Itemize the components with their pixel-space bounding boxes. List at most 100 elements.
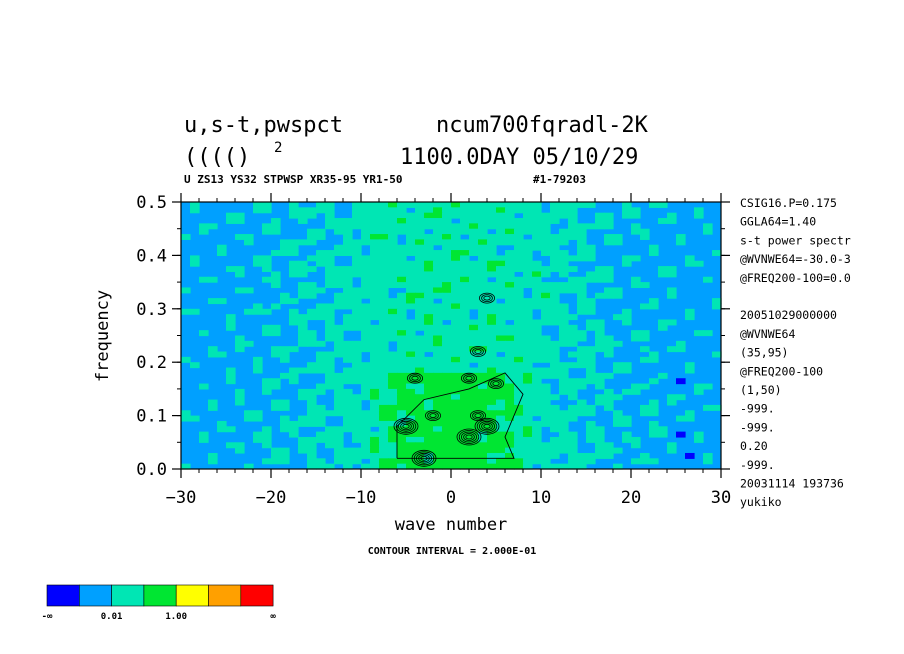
field-cell — [667, 266, 677, 273]
field-cell — [451, 223, 461, 230]
field-cell — [361, 308, 371, 315]
y-tick-label: 0.1 — [136, 407, 167, 427]
field-cell — [352, 351, 362, 358]
field-cell — [433, 292, 443, 299]
field-cell — [370, 458, 380, 465]
field-cell — [478, 282, 488, 289]
field-cell — [505, 388, 515, 395]
field-cell — [667, 287, 677, 294]
field-cell — [496, 276, 506, 283]
field-cell — [352, 260, 362, 267]
field-cell — [379, 372, 389, 379]
field-cell — [469, 378, 479, 385]
field-cell — [496, 324, 506, 331]
field-cell — [532, 260, 542, 267]
field-cell — [244, 239, 254, 246]
field-cell — [370, 287, 380, 294]
field-cell — [379, 308, 389, 315]
field-cell — [370, 340, 380, 347]
field-cell — [298, 324, 308, 331]
field-cell — [334, 298, 344, 305]
field-cell — [415, 383, 425, 390]
field-cell — [208, 399, 218, 406]
field-cell — [316, 250, 326, 256]
field-cell — [316, 255, 326, 262]
field-cell — [226, 442, 236, 449]
field-cell — [514, 399, 524, 406]
field-cell — [406, 447, 416, 454]
field-cell — [613, 410, 623, 417]
field-cell — [469, 442, 479, 449]
field-cell — [316, 287, 326, 294]
contour-envelope — [396, 372, 524, 459]
field-cell — [514, 378, 524, 385]
contour-ring — [424, 410, 441, 422]
contour-ring — [476, 419, 498, 434]
field-cell — [415, 367, 425, 374]
field-cell — [406, 228, 416, 235]
field-cell — [514, 351, 524, 358]
field-cell — [316, 388, 326, 395]
field-cell — [415, 239, 425, 246]
field-cell — [496, 207, 506, 214]
field-cell — [595, 372, 605, 379]
field-cell — [388, 356, 398, 363]
field-cell — [343, 351, 353, 358]
field-cell — [316, 303, 326, 310]
field-cell — [388, 212, 398, 219]
field-cell — [415, 356, 425, 363]
field-cell — [514, 463, 524, 470]
field-cell — [451, 292, 461, 299]
field-cell — [343, 234, 353, 240]
field-cell — [334, 372, 344, 379]
field-cell — [298, 218, 308, 224]
field-cell — [460, 330, 470, 337]
field-cell — [514, 436, 524, 443]
field-cell — [496, 420, 506, 427]
field-cell — [487, 458, 497, 465]
field-cell — [586, 276, 596, 283]
field-cell — [496, 458, 506, 465]
field-cell — [406, 218, 416, 224]
field-cell — [514, 314, 524, 321]
field-cell — [415, 271, 425, 278]
field-cell — [550, 415, 560, 422]
field-cell — [694, 330, 704, 337]
field-cell — [460, 420, 470, 427]
contour-ring — [429, 413, 437, 419]
field-cell — [316, 260, 326, 267]
field-cell — [649, 431, 659, 438]
field-cell — [541, 271, 551, 278]
field-cell — [550, 420, 560, 427]
contour-interval-label: CONTOUR INTERVAL = 2.000E-01 — [368, 546, 537, 557]
field-cell — [568, 282, 578, 289]
field-cell — [433, 335, 443, 342]
field-cell — [244, 410, 254, 417]
field-cell — [289, 202, 299, 208]
filled-contours — [181, 202, 722, 470]
field-cell — [244, 340, 254, 347]
field-cell — [379, 447, 389, 454]
field-cell — [478, 314, 488, 321]
field-cell — [433, 271, 443, 278]
field-cell — [280, 292, 290, 299]
field-cell — [406, 282, 416, 289]
field-cell — [253, 303, 263, 310]
field-cell — [370, 292, 380, 299]
x-tick-label: 20 — [621, 488, 641, 508]
field-cell — [424, 420, 434, 427]
field-cell — [523, 404, 533, 411]
field-cell — [586, 319, 596, 326]
field-cell — [532, 452, 542, 459]
field-cell — [622, 202, 632, 208]
field-cell — [361, 314, 371, 321]
field-cell — [442, 287, 452, 294]
field-cell — [514, 228, 524, 235]
field-cell — [244, 308, 254, 315]
field-cell — [604, 399, 614, 406]
field-cell — [505, 207, 515, 214]
field-cell — [316, 228, 326, 235]
colorbar-swatch — [175, 584, 209, 607]
field-cell — [469, 356, 479, 363]
field-cell — [532, 346, 542, 353]
